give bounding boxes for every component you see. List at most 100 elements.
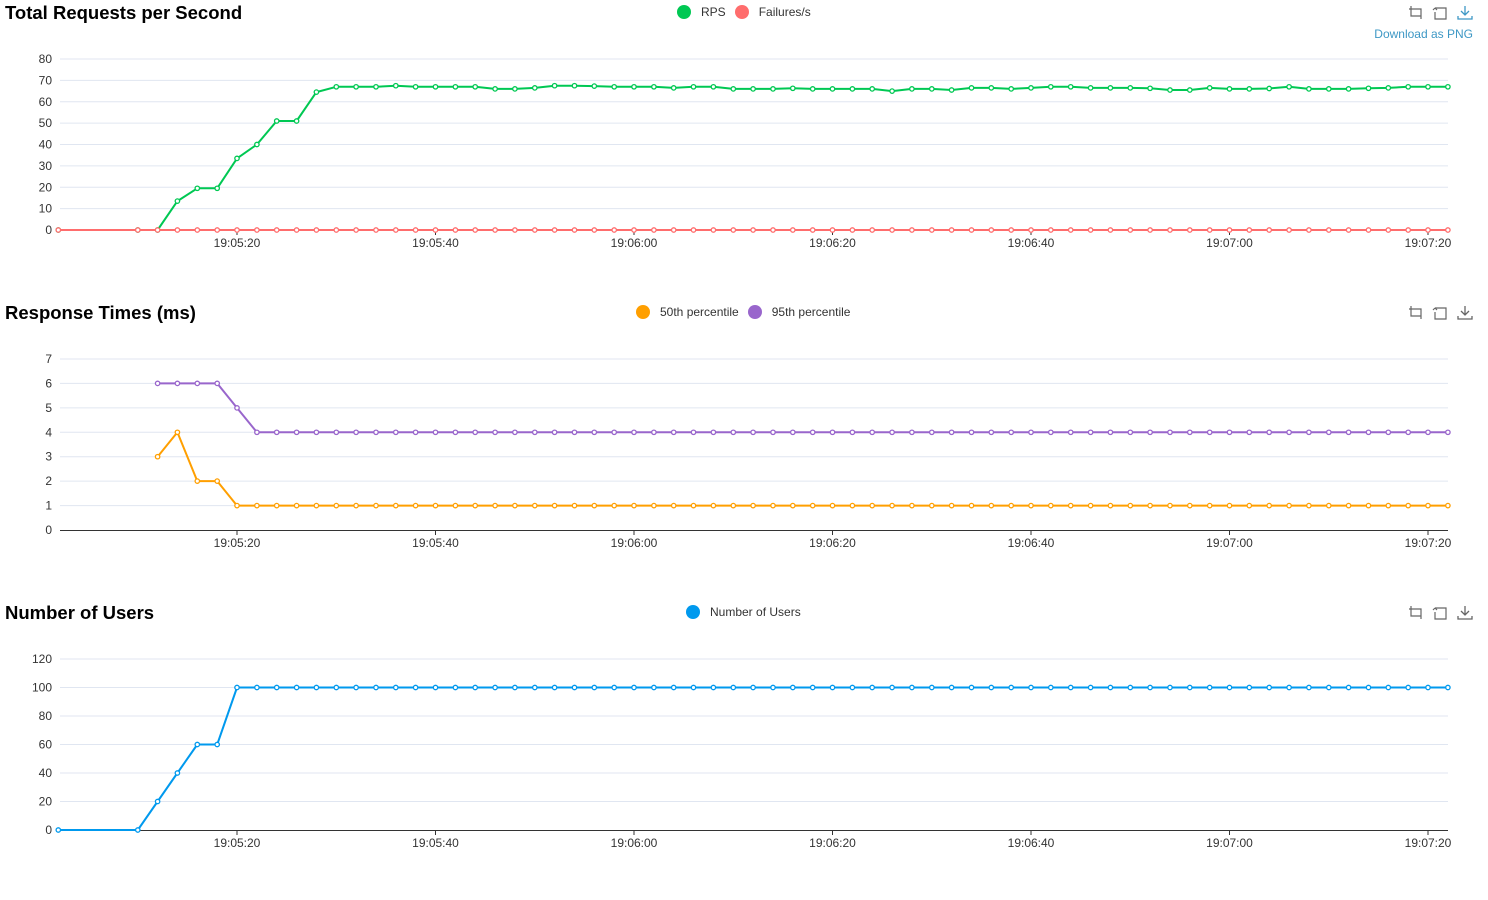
- data-point: [789, 684, 796, 691]
- data-point: [809, 684, 816, 691]
- y-tick-label: 0: [45, 223, 52, 237]
- y-tick-label: 1: [45, 499, 52, 513]
- data-point: [174, 198, 181, 204]
- data-point: [452, 227, 459, 233]
- data-point: [353, 227, 359, 233]
- data-point: [789, 502, 796, 509]
- data-point: [1286, 227, 1292, 233]
- data-point: [214, 741, 221, 748]
- x-tick-label: 19:07:00: [1206, 236, 1253, 250]
- legend-item-rps[interactable]: RPS: [677, 5, 726, 19]
- zoom-icon[interactable]: [1406, 304, 1424, 322]
- data-point: [214, 185, 221, 192]
- x-tick-label: 19:06:40: [1008, 536, 1055, 550]
- legend-item-failures[interactable]: Failures/s: [734, 5, 811, 19]
- y-tick-label: 50: [39, 116, 53, 130]
- data-point: [194, 185, 201, 192]
- data-point: [194, 380, 201, 387]
- data-point: [1167, 429, 1173, 436]
- zoom-icon[interactable]: [1406, 4, 1424, 22]
- download-icon[interactable]: [1456, 604, 1474, 622]
- data-point: [988, 429, 995, 436]
- data-point: [531, 227, 538, 233]
- download-icon[interactable]: [1456, 4, 1474, 22]
- data-point: [1167, 502, 1173, 509]
- x-tick-label: 19:06:20: [809, 836, 856, 850]
- data-point: [889, 227, 895, 233]
- data-point: [353, 429, 359, 436]
- data-point: [1028, 227, 1034, 233]
- data-point: [412, 684, 419, 691]
- data-point: [1425, 684, 1431, 691]
- rps-chart-panel: 0 10 20 30 40 50 60 70 80 19:05:20 19:05:40 19:06:0…: [0, 0, 1488, 300]
- data-point: [392, 684, 399, 691]
- zoom-reset-icon[interactable]: [1431, 304, 1449, 322]
- data-point: [829, 227, 836, 233]
- data-point: [571, 684, 578, 691]
- data-point: [432, 83, 439, 90]
- download-icon[interactable]: [1456, 304, 1474, 322]
- data-point: [1405, 684, 1412, 691]
- data-point: [611, 227, 618, 233]
- data-point: [1067, 502, 1074, 509]
- data-point: [651, 684, 657, 691]
- data-point: [353, 502, 359, 509]
- data-point: [988, 502, 995, 509]
- y-tick-label: 20: [39, 180, 53, 194]
- data-point: [373, 684, 379, 691]
- data-point: [1107, 227, 1114, 233]
- data-point: [948, 429, 955, 436]
- data-point: [730, 429, 737, 436]
- data-point: [909, 684, 915, 691]
- data-point: [1047, 227, 1054, 233]
- data-point: [1246, 429, 1253, 436]
- y-tick-label: 10: [39, 202, 53, 216]
- data-point: [1167, 227, 1173, 233]
- y-tick-label: 3: [45, 450, 52, 464]
- data-point: [948, 502, 955, 509]
- data-point: [710, 227, 717, 233]
- data-point: [254, 429, 260, 436]
- download-tooltip: Download as PNG: [1374, 27, 1473, 41]
- legend-label: 95th percentile: [771, 305, 851, 319]
- data-point: [1107, 502, 1114, 509]
- data-point: [829, 684, 836, 691]
- x-tick-label: 19:07:00: [1206, 836, 1253, 850]
- data-point: [254, 141, 260, 148]
- response-times-chart-svg: 0 1 2 3 4 5 6 7 19:05:20 19:05:40 19:06:00 19:06:20…: [45, 352, 1451, 550]
- data-point: [1325, 684, 1332, 691]
- y-tick-label: 40: [39, 138, 53, 152]
- x-tick-label: 19:05:20: [214, 536, 261, 550]
- data-point: [194, 478, 201, 484]
- data-point: [154, 227, 161, 233]
- data-point: [1365, 684, 1372, 691]
- data-point: [214, 380, 221, 387]
- data-point: [1087, 684, 1094, 691]
- legend-item-users[interactable]: Number of Users: [686, 605, 801, 619]
- data-point: [670, 502, 677, 509]
- zoom-icon[interactable]: [1406, 604, 1424, 622]
- legend-item-p50[interactable]: 50th percentile: [636, 305, 739, 319]
- zoom-reset-icon[interactable]: [1431, 604, 1449, 622]
- data-point: [651, 83, 657, 90]
- data-point: [1286, 429, 1292, 436]
- data-point: [1067, 684, 1074, 691]
- data-point: [869, 502, 876, 509]
- data-point: [551, 227, 558, 233]
- data-point: [750, 86, 756, 92]
- data-point: [1087, 85, 1094, 91]
- data-point: [988, 684, 995, 691]
- data-point: [313, 684, 320, 691]
- data-point: [928, 227, 935, 233]
- y-tick-label: 0: [45, 523, 52, 537]
- legend-item-p95[interactable]: 95th percentile: [747, 305, 851, 319]
- data-point: [889, 429, 895, 436]
- data-point: [1266, 684, 1273, 691]
- data-point: [611, 502, 618, 509]
- data-point: [770, 502, 776, 509]
- data-point: [1206, 502, 1213, 509]
- data-point: [492, 429, 498, 436]
- x-tick-label: 19:07:20: [1405, 236, 1452, 250]
- zoom-reset-icon[interactable]: [1431, 4, 1449, 22]
- y-tick-label: 7: [45, 352, 52, 366]
